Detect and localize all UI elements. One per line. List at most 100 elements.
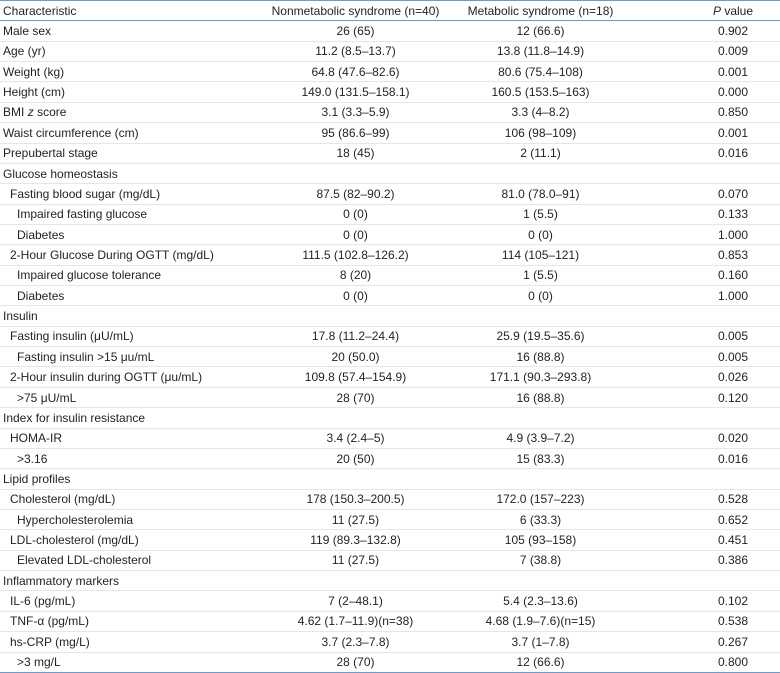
row-label: Hypercholesterolemia	[0, 509, 253, 531]
table-cell: 20 (50.0)	[253, 346, 458, 368]
table-row: Fasting insulin >15 μu/mL 20 (50.0) 16 (88…	[0, 346, 780, 368]
empty-cell	[253, 163, 458, 185]
empty-cell	[253, 570, 458, 592]
table-cell: 1.000	[623, 285, 780, 307]
row-label: 2-Hour insulin during OGTT (μu/mL)	[0, 366, 253, 388]
row-label: 2-Hour Glucose During OGTT (mg/dL)	[0, 244, 253, 266]
table-cell: 3.3 (4–8.2)	[458, 102, 623, 124]
column-header: Nonmetabolic syndrome (n=40)	[253, 0, 458, 22]
table-cell: 0.528	[623, 489, 780, 510]
table-row: Hypercholesterolemia 11 (27.5) 6 (33.3) 0.6…	[0, 509, 780, 531]
table-cell: 11 (27.5)	[253, 509, 458, 531]
table-cell: 119 (89.3–132.8)	[253, 529, 458, 551]
table-cell: 1.000	[623, 224, 780, 246]
table-cell: 17.8 (11.2–24.4)	[253, 326, 458, 348]
table-cell: 0 (0)	[253, 204, 458, 225]
group-row: Glucose homeostasis	[0, 163, 780, 185]
table-row: Waist circumference (cm) 95 (86.6–99) 106 …	[0, 122, 780, 144]
row-label: Index for insulin resistance	[0, 407, 253, 429]
group-row: Inflammatory markers	[0, 570, 780, 592]
table-cell: 7 (38.8)	[458, 550, 623, 572]
table-cell: 16 (88.8)	[458, 346, 623, 368]
table-cell: 81.0 (78.0–91)	[458, 183, 623, 205]
row-label: Fasting insulin >15 μu/mL	[0, 346, 253, 368]
table-cell: 0.020	[623, 428, 780, 449]
table-cell: 12 (66.6)	[458, 652, 623, 673]
table-cell: 18 (45)	[253, 143, 458, 164]
table-cell: 0 (0)	[253, 285, 458, 307]
table-cell: 0.026	[623, 366, 780, 388]
table-cell: 0.005	[623, 346, 780, 368]
table-row: Impaired glucose tolerance 8 (20) 1 (5.5) 0…	[0, 265, 780, 287]
row-label: Male sex	[0, 20, 253, 42]
row-label: Diabetes	[0, 285, 253, 307]
table-cell: 0.120	[623, 387, 780, 409]
row-label: Fasting blood sugar (mg/dL)	[0, 183, 253, 205]
table-cell: 0.000	[623, 81, 780, 103]
row-label: Insulin	[0, 305, 253, 327]
empty-cell	[623, 570, 780, 592]
table-cell: 3.1 (3.3–5.9)	[253, 102, 458, 124]
table-cell: 1 (5.5)	[458, 204, 623, 225]
table-row: Weight (kg) 64.8 (47.6–82.6) 80.6 (75.4–10…	[0, 61, 780, 83]
table-body: Male sex 26 (65) 12 (66.6) 0.902 Age (yr) 11.…	[0, 20, 780, 673]
row-label: LDL-cholesterol (mg/dL)	[0, 529, 253, 551]
row-label: Cholesterol (mg/dL)	[0, 489, 253, 510]
table-row: HOMA-IR 3.4 (2.4–5) 4.9 (3.9–7.2) 0.020	[0, 428, 780, 449]
table-cell: 87.5 (82–90.2)	[253, 183, 458, 205]
table-cell: 1 (5.5)	[458, 265, 623, 287]
table-cell: 16 (88.8)	[458, 387, 623, 409]
table-cell: 111.5 (102.8–126.2)	[253, 244, 458, 266]
row-label: Waist circumference (cm)	[0, 122, 253, 144]
table-cell: 26 (65)	[253, 20, 458, 42]
table-cell: 171.1 (90.3–293.8)	[458, 366, 623, 388]
row-label: >3 mg/L	[0, 652, 253, 673]
row-label: Prepubertal stage	[0, 143, 253, 164]
text-segment: P	[712, 3, 721, 18]
table-cell: 4.9 (3.9–7.2)	[458, 428, 623, 449]
row-label: Glucose homeostasis	[0, 163, 253, 185]
table-cell: 149.0 (131.5–158.1)	[253, 81, 458, 103]
header-row: Characteristic Nonmetabolic syndrome (n=4…	[0, 0, 780, 22]
table-row: Cholesterol (mg/dL) 178 (150.3–200.5) 172.…	[0, 489, 780, 510]
table-cell: 109.8 (57.4–154.9)	[253, 366, 458, 388]
row-label: TNF-α (pg/mL)	[0, 611, 253, 633]
table-row: >75 μU/mL 28 (70) 16 (88.8) 0.120	[0, 387, 780, 409]
empty-cell	[253, 305, 458, 327]
table-cell: 0.102	[623, 590, 780, 612]
table-cell: 0.009	[623, 41, 780, 63]
table-row: Prepubertal stage 18 (45) 2 (11.1) 0.016	[0, 143, 780, 164]
text-segment: value	[724, 3, 754, 18]
table-row: >3 mg/L 28 (70) 12 (66.6) 0.800	[0, 652, 780, 673]
table-cell: 6 (33.3)	[458, 509, 623, 531]
table-row: TNF-α (pg/mL) 4.62 (1.7–11.9)(n=38) 4.68 (…	[0, 611, 780, 633]
text-segment: score	[37, 105, 67, 120]
table-row: 2-Hour Glucose During OGTT (mg/dL) 111.5 …	[0, 244, 780, 266]
table-cell: 11.2 (8.5–13.7)	[253, 41, 458, 63]
table-cell: 160.5 (153.5–163)	[458, 81, 623, 103]
table-row: Fasting insulin (μU/mL) 17.8 (11.2–24.4) 2…	[0, 326, 780, 348]
table-cell: 28 (70)	[253, 387, 458, 409]
table-cell: 5.4 (2.3–13.6)	[458, 590, 623, 612]
table-cell: 0.016	[623, 448, 780, 470]
table-cell: 0.902	[623, 20, 780, 42]
table-cell: 11 (27.5)	[253, 550, 458, 572]
table-cell: 114 (105–121)	[458, 244, 623, 266]
row-label: Age (yr)	[0, 41, 253, 63]
table-row: LDL-cholesterol (mg/dL) 119 (89.3–132.8) 1…	[0, 529, 780, 551]
table-cell: 172.0 (157–223)	[458, 489, 623, 510]
row-label: Height (cm)	[0, 81, 253, 103]
empty-cell	[623, 468, 780, 490]
text-segment: z	[27, 105, 34, 120]
table-cell: 0.652	[623, 509, 780, 531]
empty-cell	[458, 163, 623, 185]
table-row: IL-6 (pg/mL) 7 (2–48.1) 5.4 (2.3–13.6) 0.10…	[0, 590, 780, 612]
row-label: Impaired fasting glucose	[0, 204, 253, 225]
group-row: Insulin	[0, 305, 780, 327]
empty-cell	[458, 468, 623, 490]
table-row: BMI z score 3.1 (3.3–5.9) 3.3 (4–8.2) 0.850	[0, 102, 780, 124]
row-label: Fasting insulin (μU/mL)	[0, 326, 253, 348]
